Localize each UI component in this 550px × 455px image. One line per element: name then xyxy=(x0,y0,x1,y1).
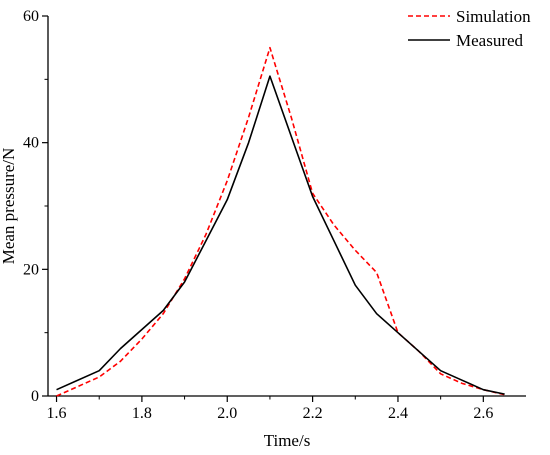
x-tick-label: 1.6 xyxy=(47,405,67,422)
plot-frame xyxy=(47,16,526,397)
legend: Simulation Measured xyxy=(408,7,531,50)
series-layer xyxy=(56,46,505,397)
y-tick-label: 20 xyxy=(23,261,39,278)
x-tick-label: 2.4 xyxy=(388,405,408,422)
x-tick-label: 2.6 xyxy=(473,405,493,422)
y-tick-label: 40 xyxy=(23,135,39,152)
series-line-simulation xyxy=(56,46,505,397)
y-tick-label: 60 xyxy=(23,8,39,25)
legend-label-measured: Measured xyxy=(456,31,524,50)
series-line-measured xyxy=(56,75,505,395)
y-axis-label: Mean pressure/N xyxy=(0,148,18,265)
x-tick-label: 1.8 xyxy=(132,405,152,422)
y-tick-label: 0 xyxy=(31,388,39,405)
x-axis: 1.6 1.8 2.0 2.2 2.4 2.6 xyxy=(47,396,493,422)
legend-label-simulation: Simulation xyxy=(456,7,531,26)
x-tick-label: 2.0 xyxy=(217,405,237,422)
x-tick-label: 2.2 xyxy=(303,405,323,422)
x-axis-label: Time/s xyxy=(264,431,311,450)
y-axis: 0 20 40 60 xyxy=(23,8,48,405)
